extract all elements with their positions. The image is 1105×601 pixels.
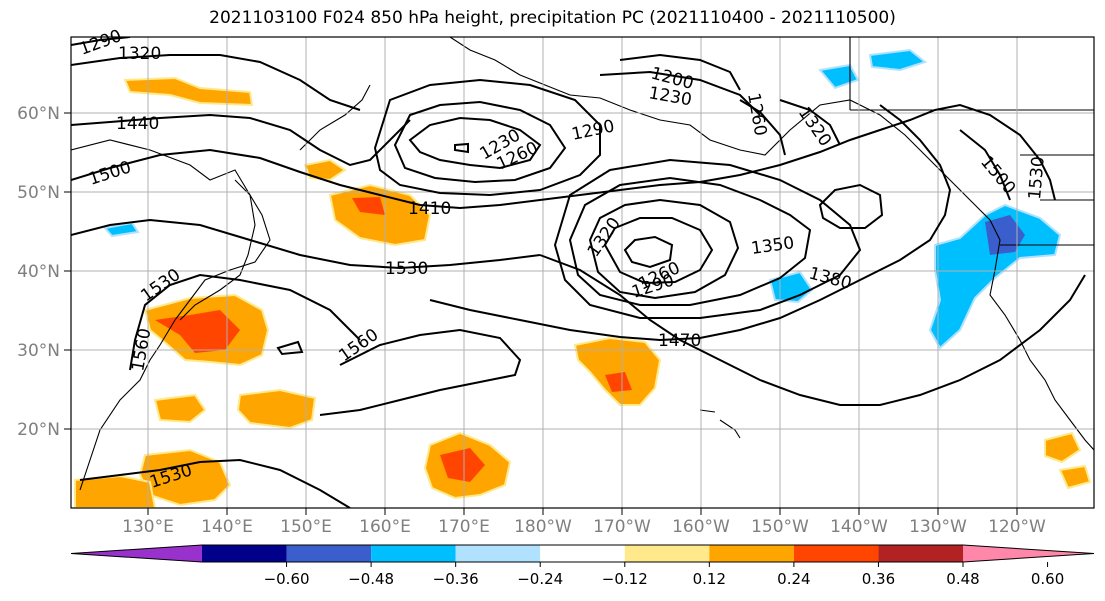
- precip-positive-shading: [74, 76, 1092, 508]
- colorbar-tick-label: −0.48: [348, 570, 394, 588]
- axis-ticks: [64, 112, 1018, 515]
- contour-central-low-1260: [603, 217, 714, 285]
- contour-central-low-1290: [588, 198, 740, 300]
- longitude-labels: 130°E 140°E 150°E 160°E 170°E 180°W 170°…: [122, 517, 1046, 537]
- colorbar-swatch: [624, 545, 710, 562]
- precip-blob-west-coast: [928, 203, 1062, 350]
- lon-label: 150°W: [751, 517, 809, 537]
- colorbar-swatch: [202, 545, 287, 562]
- lon-label: 150°E: [280, 517, 332, 537]
- colorbar-swatch: [878, 545, 963, 562]
- colorbar-tick-label: 0.48: [946, 570, 979, 588]
- lat-label: 50°N: [17, 183, 60, 203]
- colorbar-tick-label: −0.60: [264, 570, 310, 588]
- lon-label: 160°W: [672, 517, 730, 537]
- contour-low-1290: [373, 78, 601, 197]
- gridlines: [71, 37, 1094, 508]
- colorbar-swatch: [455, 545, 541, 562]
- colorbar-tick-label: −0.24: [517, 570, 563, 588]
- lon-label: 170°W: [593, 517, 651, 537]
- contour-label: 1320: [118, 44, 161, 64]
- lon-label: 120°W: [988, 517, 1046, 537]
- colorbar-extension-high: [963, 545, 1094, 562]
- precip-blob-west-small: [103, 221, 140, 238]
- contour-label: 1410: [408, 199, 451, 219]
- colorbar: −0.60 −0.48 −0.36 −0.24 −0.12 0.12 0.24 0.36 0.4…: [70, 544, 1095, 588]
- precip-blob-tropical-5: [74, 474, 157, 508]
- precip-blob-tropical-1-core: [440, 448, 485, 482]
- contour-label: 1530: [385, 259, 428, 279]
- contour-high-1320: [818, 183, 884, 229]
- contour-central-low-1230: [623, 235, 674, 269]
- contour-1560-south: [319, 328, 522, 416]
- colorbar-tick-label: 0.36: [862, 570, 895, 588]
- colorbar-tick-label: 0.12: [693, 570, 726, 588]
- lat-label: 20°N: [17, 420, 60, 440]
- precip-blob-central-core: [605, 372, 632, 392]
- contour-label: 1470: [658, 331, 701, 351]
- colorbar-swatch: [793, 545, 879, 562]
- contour-low-1230: [408, 116, 542, 170]
- colorbar-outline: [70, 544, 1095, 563]
- colorbar-swatch: [286, 545, 372, 562]
- lat-label: 60°N: [17, 104, 60, 124]
- contour-1350: [568, 176, 812, 306]
- contour-1530-upper: [71, 218, 541, 270]
- contour-label: 1440: [116, 114, 159, 134]
- contour-low-1260: [393, 100, 567, 184]
- lat-label: 30°N: [17, 341, 60, 361]
- precip-blob-tropical-2: [236, 388, 317, 430]
- colorbar-tick-label: −0.12: [602, 570, 648, 588]
- contour-label: 1530: [1025, 156, 1049, 201]
- lon-label: 140°W: [830, 517, 888, 537]
- chart-title: 2021103100 F024 850 hPa height, precipit…: [209, 8, 896, 28]
- latitude-labels: 60°N 50°N 40°N 30°N 20°N: [17, 104, 60, 440]
- contour-1470: [429, 104, 952, 342]
- contour-1530-east: [539, 254, 1086, 406]
- colorbar-swatch: [540, 545, 625, 562]
- contour-ak-1200: [619, 53, 741, 91]
- contour-1290-nw: [71, 37, 131, 46]
- small-contours: [276, 142, 469, 356]
- contour-1380: [553, 158, 862, 319]
- lon-label: 130°W: [909, 517, 967, 537]
- precip-blob-east-small: [1044, 431, 1082, 464]
- lat-label: 40°N: [17, 262, 60, 282]
- contour-1320-nw: [71, 54, 361, 111]
- contour-1530-low: [79, 458, 351, 508]
- lon-label: 130°E: [122, 517, 174, 537]
- precip-blob-central: [573, 336, 662, 406]
- precip-blob-japan-east-core: [352, 197, 385, 215]
- contour-1500-east: [959, 129, 1011, 201]
- colorbar-tick-label: 0.60: [1031, 570, 1064, 588]
- precip-blob-alaska: [818, 63, 860, 90]
- contour-ak-1260: [739, 99, 786, 156]
- precip-blob-alaska-2: [868, 48, 928, 72]
- colorbar-swatch: [709, 545, 794, 562]
- coastlines: [71, 37, 1094, 491]
- lon-label: 160°E: [359, 517, 411, 537]
- colorbar-extension-low: [71, 545, 202, 562]
- precip-blob-east-small-2: [1058, 464, 1092, 490]
- contour-1560-west: [129, 273, 361, 371]
- contour-1500: [71, 103, 1056, 210]
- map-frame: [70, 36, 1095, 509]
- lon-label: 180°W: [514, 517, 572, 537]
- colorbar-tick-label: 0.24: [777, 570, 810, 588]
- contour-ak-1230: [599, 70, 761, 116]
- colorbar-tick-label: −0.36: [433, 570, 479, 588]
- lon-label: 140°E: [201, 517, 253, 537]
- precip-blob-south-japan-core: [155, 310, 240, 353]
- height-contours: [71, 37, 1086, 508]
- contour-ak-1320: [779, 99, 841, 146]
- lon-label: 170°E: [438, 517, 490, 537]
- precip-blob-sea-north: [123, 76, 254, 107]
- precip-blob-tropical-3: [153, 393, 207, 424]
- colorbar-swatch: [371, 545, 456, 562]
